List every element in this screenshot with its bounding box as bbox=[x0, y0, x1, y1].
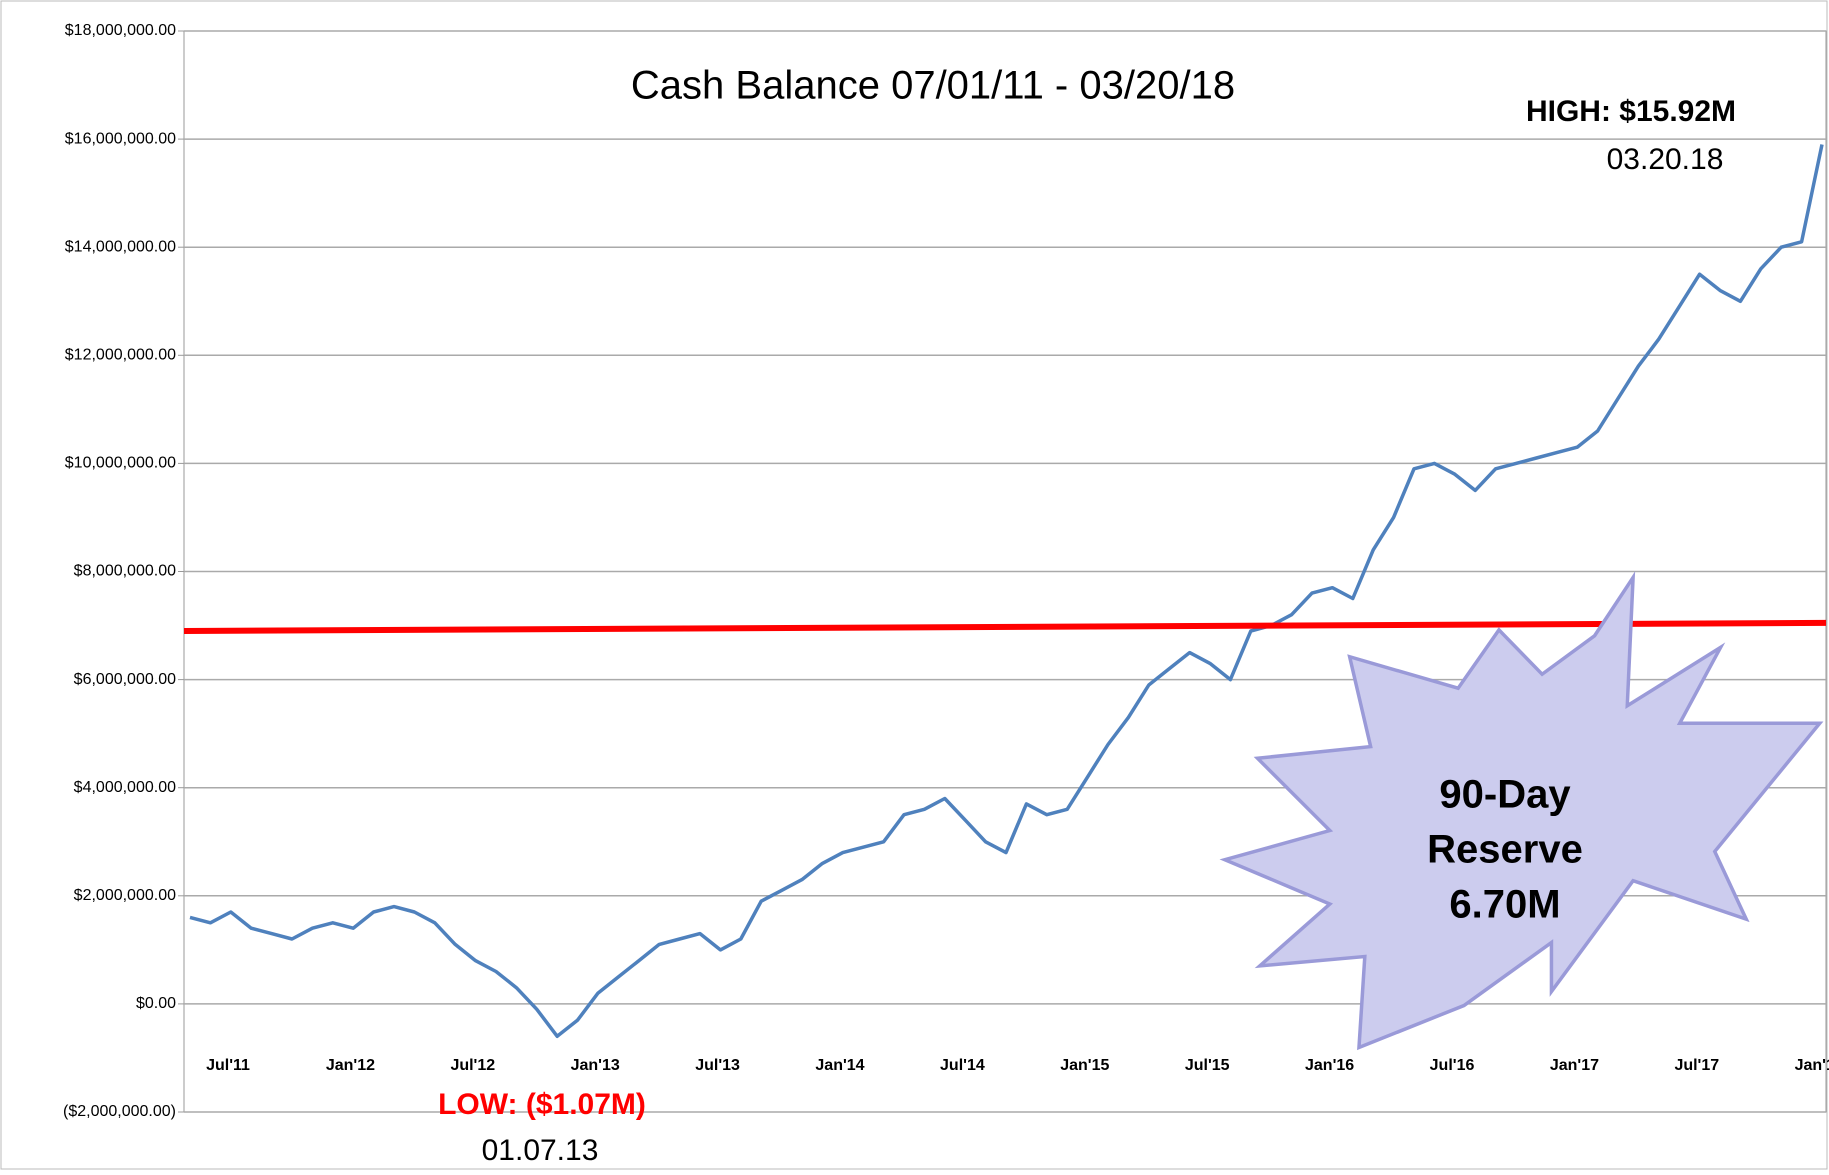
y-tick-label: $10,000,000.00 bbox=[65, 455, 176, 472]
x-tick-label: Jan'16 bbox=[1305, 1057, 1354, 1074]
starburst bbox=[1219, 571, 1824, 1051]
high-date: 03.20.18 bbox=[1607, 143, 1724, 176]
x-tick-label: Jan'15 bbox=[1060, 1057, 1109, 1074]
x-tick-label: Jul'16 bbox=[1430, 1057, 1475, 1074]
reserve-label: 90-Day bbox=[1439, 773, 1571, 817]
y-tick-label: $18,000,000.00 bbox=[65, 22, 176, 39]
x-tick-label: Jan'17 bbox=[1550, 1057, 1599, 1074]
x-tick-label: Jul'17 bbox=[1674, 1057, 1719, 1074]
reserve-label: Reserve bbox=[1427, 828, 1583, 872]
reserve-label: 6.70M bbox=[1449, 883, 1560, 927]
x-tick-label: Jan'14 bbox=[815, 1057, 864, 1074]
y-tick-label: $16,000,000.00 bbox=[65, 130, 176, 147]
cash-line bbox=[189, 144, 1824, 1039]
x-tick-label: Jul'13 bbox=[695, 1057, 740, 1074]
x-tick-label: Jul'14 bbox=[940, 1057, 985, 1074]
x-tick-label: Jan'18 bbox=[1795, 1057, 1829, 1074]
x-tick-label: Jan'12 bbox=[326, 1057, 375, 1074]
y-tick-label: $6,000,000.00 bbox=[74, 671, 176, 688]
chart-title: Cash Balance 07/01/11 - 03/20/18 bbox=[631, 64, 1235, 108]
x-tick-label: Jul'12 bbox=[450, 1057, 495, 1074]
x-tick-label: Jul'11 bbox=[206, 1057, 250, 1074]
y-tick-label: $8,000,000.00 bbox=[74, 563, 176, 580]
low-date: 01.07.13 bbox=[482, 1134, 599, 1167]
x-tick-label: Jul'15 bbox=[1185, 1057, 1230, 1074]
low-label: LOW: ($1.07M) bbox=[438, 1088, 646, 1121]
y-tick-label: $0.00 bbox=[136, 995, 176, 1012]
y-tick-label: $12,000,000.00 bbox=[65, 347, 176, 364]
y-tick-label: $4,000,000.00 bbox=[74, 779, 176, 796]
reserve-line bbox=[183, 619, 1827, 634]
starburst-shape bbox=[1219, 571, 1824, 1051]
high-label: HIGH: $15.92M bbox=[1526, 95, 1736, 128]
y-tick-label: ($2,000,000.00) bbox=[63, 1103, 176, 1120]
x-tick-label: Jan'13 bbox=[571, 1057, 620, 1074]
y-tick-label: $2,000,000.00 bbox=[74, 887, 176, 904]
y-tick-label: $14,000,000.00 bbox=[65, 238, 176, 255]
